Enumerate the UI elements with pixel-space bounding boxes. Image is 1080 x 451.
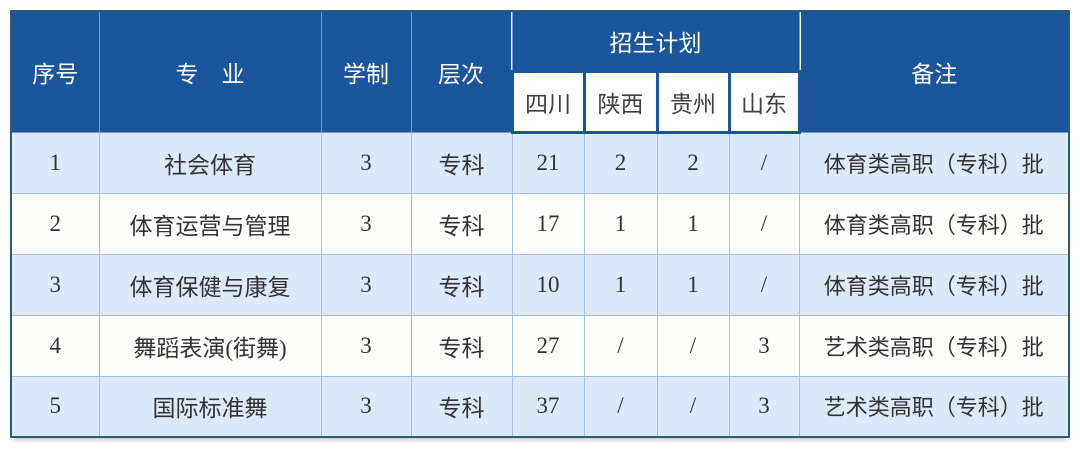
cell-level: 专科 <box>410 131 513 194</box>
table-row: 5 国际标准舞 3 专科 37 / / 3 艺术类高职（专科）批 <box>10 375 1070 438</box>
cell-plan-guizhou: / <box>656 375 730 438</box>
table-header: 序号 专 业 学制 层次 招生计划 备注 四川 陕西 贵州 山东 <box>10 10 1070 134</box>
cell-plan-shaanxi: 1 <box>583 253 658 316</box>
cell-remark: 体育类高职（专科）批 <box>798 253 1070 316</box>
cell-plan-shaanxi: 1 <box>583 192 658 255</box>
cell-major: 体育保健与康复 <box>98 253 322 316</box>
cell-duration: 3 <box>320 253 412 316</box>
cell-level: 专科 <box>410 192 513 255</box>
col-header-province-guizhou: 贵州 <box>655 69 731 134</box>
table-row: 1 社会体育 3 专科 21 2 2 / 体育类高职（专科）批 <box>10 131 1070 194</box>
cell-plan-shaanxi: / <box>583 375 658 438</box>
table-row: 2 体育运营与管理 3 专科 17 1 1 / 体育类高职（专科）批 <box>10 192 1070 255</box>
cell-major: 体育运营与管理 <box>98 192 322 255</box>
cell-duration: 3 <box>320 131 412 194</box>
cell-level: 专科 <box>410 375 513 438</box>
enrollment-plan-table: 序号 专 业 学制 层次 招生计划 备注 四川 陕西 贵州 山东 1 社会体育 … <box>10 10 1070 438</box>
cell-duration: 3 <box>320 192 412 255</box>
col-header-major: 专 业 <box>98 10 322 133</box>
cell-plan-shaanxi: / <box>583 314 658 377</box>
cell-plan-sichuan: 37 <box>511 375 585 438</box>
cell-plan-shandong: 3 <box>728 375 800 438</box>
col-header-province-shandong: 山东 <box>727 69 801 134</box>
cell-plan-shandong: 3 <box>728 314 800 377</box>
cell-major: 舞蹈表演(街舞) <box>98 314 322 377</box>
cell-plan-shandong: / <box>728 253 800 316</box>
cell-serial: 2 <box>10 192 100 255</box>
header-row-top: 序号 专 业 学制 层次 招生计划 备注 <box>10 10 1070 133</box>
cell-serial: 3 <box>10 253 100 316</box>
cell-plan-sichuan: 10 <box>511 253 585 316</box>
cell-plan-sichuan: 17 <box>511 192 585 255</box>
col-header-serial: 序号 <box>10 10 100 133</box>
cell-serial: 4 <box>10 314 100 377</box>
cell-level: 专科 <box>410 253 513 316</box>
col-header-remark: 备注 <box>798 10 1070 133</box>
cell-major: 社会体育 <box>98 131 322 194</box>
table-row: 3 体育保健与康复 3 专科 10 1 1 / 体育类高职（专科）批 <box>10 253 1070 316</box>
cell-plan-guizhou: / <box>656 314 730 377</box>
cell-plan-sichuan: 27 <box>511 314 585 377</box>
col-header-level: 层次 <box>410 10 513 133</box>
cell-plan-guizhou: 1 <box>656 253 730 316</box>
header-row-provinces: 四川 陕西 贵州 山东 <box>11 69 1069 134</box>
cell-plan-shandong: / <box>728 131 800 194</box>
cell-serial: 1 <box>10 131 100 194</box>
cell-major: 国际标准舞 <box>98 375 322 438</box>
col-header-province-sichuan: 四川 <box>510 69 586 134</box>
cell-plan-sichuan: 21 <box>511 131 585 194</box>
cell-duration: 3 <box>320 375 412 438</box>
cell-plan-guizhou: 1 <box>656 192 730 255</box>
cell-plan-shandong: / <box>728 192 800 255</box>
cell-level: 专科 <box>410 314 513 377</box>
cell-remark: 体育类高职（专科）批 <box>798 192 1070 255</box>
enrollment-table-container: 序号 专 业 学制 层次 招生计划 备注 四川 陕西 贵州 山东 1 社会体育 … <box>10 10 1070 438</box>
table-row: 4 舞蹈表演(街舞) 3 专科 27 / / 3 艺术类高职（专科）批 <box>10 314 1070 377</box>
cell-plan-shaanxi: 2 <box>583 131 658 194</box>
cell-remark: 艺术类高职（专科）批 <box>798 314 1070 377</box>
col-header-duration: 学制 <box>320 10 412 133</box>
cell-serial: 5 <box>10 375 100 438</box>
col-header-province-shaanxi: 陕西 <box>582 69 659 134</box>
cell-duration: 3 <box>320 314 412 377</box>
cell-remark: 艺术类高职（专科）批 <box>798 375 1070 438</box>
table-body: 1 社会体育 3 专科 21 2 2 / 体育类高职（专科）批 2 体育运营与管… <box>10 131 1070 438</box>
col-header-plan-group: 招生计划 <box>511 10 800 72</box>
cell-plan-guizhou: 2 <box>656 131 730 194</box>
cell-remark: 体育类高职（专科）批 <box>798 131 1070 194</box>
